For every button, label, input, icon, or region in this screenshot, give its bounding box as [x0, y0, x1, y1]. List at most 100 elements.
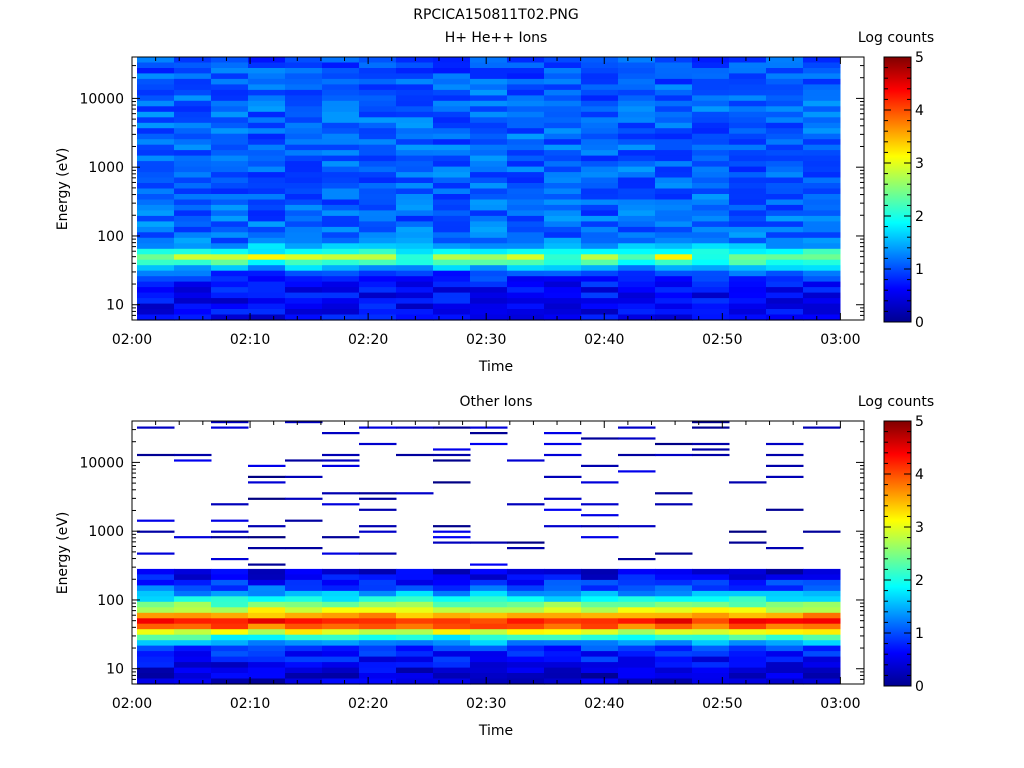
heatmap-cell	[766, 590, 804, 597]
heatmap-cell	[544, 432, 582, 435]
heatmap-cell	[433, 579, 471, 586]
heatmap-cell	[248, 243, 286, 250]
heatmap-cell	[803, 62, 841, 69]
heatmap-cell	[729, 183, 767, 190]
heatmap-cell	[359, 292, 397, 299]
heatmap-cell	[470, 298, 508, 305]
heatmap-cell	[507, 607, 545, 614]
heatmap-cell	[322, 161, 360, 168]
heatmap-cell	[766, 68, 804, 75]
heatmap-cell	[211, 667, 249, 674]
heatmap-cell	[766, 265, 804, 272]
heatmap-cell	[248, 166, 286, 173]
heatmap-cell	[581, 585, 619, 592]
heatmap-cell	[803, 662, 841, 669]
heatmap-cell	[174, 645, 212, 652]
colorbar	[883, 56, 912, 323]
heatmap-cell	[433, 161, 471, 168]
heatmap-cell	[803, 618, 841, 625]
heatmap-cell	[692, 89, 730, 96]
heatmap-cell	[433, 194, 471, 201]
heatmap-cell	[174, 204, 212, 211]
heatmap-cell	[211, 673, 249, 680]
heatmap-cell	[581, 89, 619, 96]
heatmap-cell	[507, 459, 545, 462]
heatmap-cell	[248, 117, 286, 124]
heatmap-cell	[692, 150, 730, 157]
heatmap-cell	[507, 155, 545, 162]
heatmap-cell	[544, 623, 582, 630]
heatmap-cell	[433, 525, 471, 528]
heatmap-cell	[322, 612, 360, 619]
heatmap-cell	[137, 166, 175, 173]
heatmap-cell	[470, 254, 508, 261]
heatmap-cell	[766, 100, 804, 107]
heatmap-cell	[285, 618, 323, 625]
heatmap-cell	[507, 629, 545, 636]
heatmap-cell	[211, 166, 249, 173]
heatmap-cell	[285, 95, 323, 102]
heatmap-cell	[618, 623, 656, 630]
heatmap-cell	[766, 314, 804, 321]
heatmap-cell	[137, 259, 175, 266]
heatmap-cell	[766, 585, 804, 592]
heatmap-cell	[248, 656, 286, 663]
heatmap-cell	[507, 248, 545, 255]
heatmap-cell	[655, 226, 693, 233]
heatmap-cells	[137, 57, 841, 321]
heatmap-cell	[285, 519, 323, 522]
heatmap-cell	[174, 73, 212, 80]
heatmap-cell	[322, 276, 360, 283]
heatmap-cell	[211, 204, 249, 211]
heatmap-cell	[137, 634, 175, 641]
heatmap-cell	[507, 303, 545, 310]
heatmap-cell	[396, 128, 434, 135]
heatmap-cell	[581, 139, 619, 146]
heatmap-cell	[581, 166, 619, 173]
heatmap-cell	[248, 89, 286, 96]
heatmap-cell	[729, 172, 767, 179]
heatmap-cell	[285, 166, 323, 173]
heatmap-cell	[618, 590, 656, 597]
heatmap-cell	[692, 678, 730, 685]
heatmap-cell	[137, 221, 175, 228]
heatmap-cell	[137, 426, 175, 429]
heatmap-cell	[544, 172, 582, 179]
heatmap-cell	[396, 574, 434, 581]
heatmap-cell	[137, 265, 175, 272]
heatmap-cell	[137, 568, 175, 575]
heatmap-cell	[322, 204, 360, 211]
heatmap-cell	[766, 453, 804, 457]
heatmap-cell	[470, 122, 508, 129]
heatmap-cell	[544, 667, 582, 674]
heatmap-cell	[174, 95, 212, 102]
heatmap-cell	[174, 199, 212, 206]
heatmap-cell	[692, 287, 730, 294]
heatmap-cell	[285, 150, 323, 157]
heatmap-cell	[655, 183, 693, 190]
heatmap-cell	[507, 276, 545, 283]
heatmap-cell	[581, 248, 619, 255]
heatmap-cell	[581, 536, 619, 539]
heatmap-cell	[322, 503, 360, 506]
heatmap-cell	[803, 95, 841, 102]
heatmap-cell	[692, 204, 730, 211]
heatmap-cell	[433, 232, 471, 239]
heatmap-cell	[692, 172, 730, 179]
heatmap-cell	[766, 287, 804, 294]
heatmap-cell	[211, 536, 249, 539]
heatmap-cell	[470, 199, 508, 206]
heatmap-cell	[470, 215, 508, 222]
heatmap-cell	[359, 607, 397, 614]
heatmap-cell	[618, 57, 656, 64]
heatmap-cell	[692, 210, 730, 217]
heatmap-cell	[655, 281, 693, 288]
heatmap-cell	[174, 100, 212, 107]
heatmap-cell	[248, 226, 286, 233]
heatmap-cell	[174, 303, 212, 310]
heatmap-cell	[248, 150, 286, 157]
heatmap-cell	[618, 265, 656, 272]
heatmap-cell	[581, 111, 619, 118]
heatmap-cell	[581, 100, 619, 107]
heatmap-cell	[803, 161, 841, 168]
